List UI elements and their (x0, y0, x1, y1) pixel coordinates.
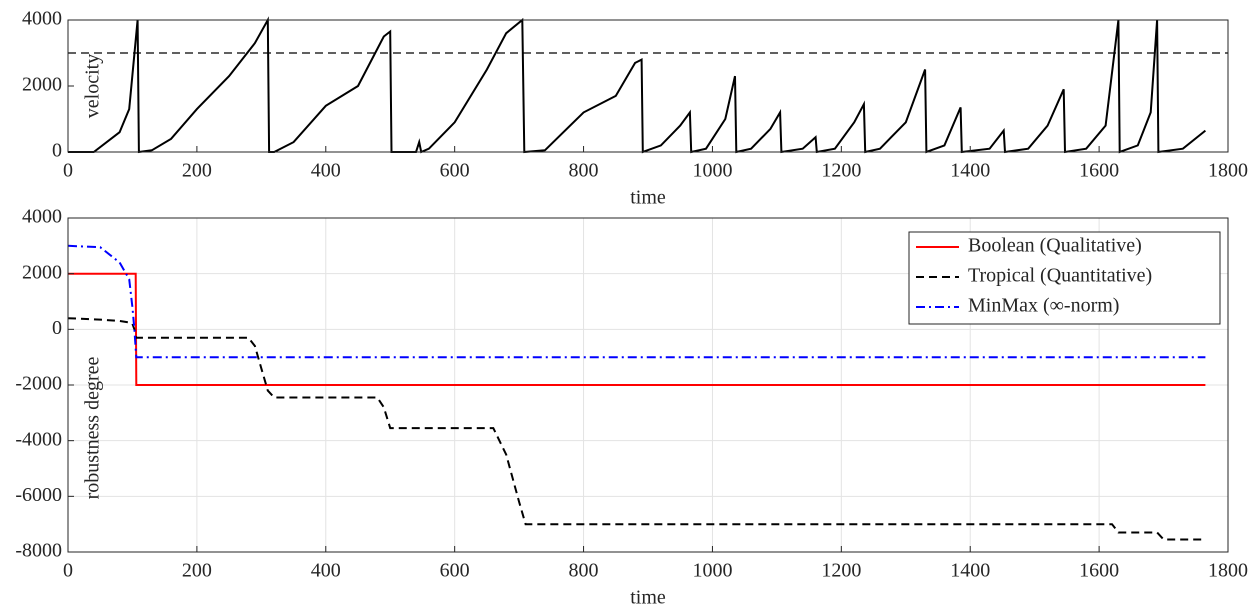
y-tick-label: 4000 (22, 206, 62, 228)
data-line (68, 272, 1206, 386)
x-axis-label: time (630, 587, 666, 609)
x-tick-label: 1800 (1208, 160, 1248, 182)
y-tick-label: -4000 (15, 428, 62, 450)
y-tick-label: 4000 (22, 8, 62, 30)
x-tick-label: 1600 (1079, 160, 1119, 182)
y-tick-label: 0 (52, 317, 62, 339)
y-tick-label: 2000 (22, 261, 62, 283)
x-tick-label: 600 (440, 560, 470, 582)
data-line (68, 16, 1207, 154)
y-tick-label: 0 (52, 140, 62, 162)
x-tick-label: 600 (440, 160, 470, 182)
x-tick-label: 1400 (950, 560, 990, 582)
x-tick-label: 1800 (1208, 560, 1248, 582)
x-tick-label: 0 (63, 560, 73, 582)
x-tick-label: 1600 (1079, 560, 1119, 582)
x-tick-label: 1400 (950, 160, 990, 182)
y-tick-label: 2000 (22, 74, 62, 96)
plot-frame (67, 19, 1229, 153)
x-tick-label: 0 (63, 160, 73, 182)
y-axis-label: velocity (82, 54, 104, 118)
x-axis-label: time (630, 187, 666, 209)
x-tick-label: 1200 (821, 560, 861, 582)
x-tick-label: 800 (569, 560, 599, 582)
x-tick-label: 1000 (692, 560, 732, 582)
x-tick-label: 200 (182, 560, 212, 582)
x-tick-label: 400 (311, 560, 341, 582)
data-line (67, 244, 1206, 359)
y-tick-label: -2000 (15, 373, 62, 395)
y-tick-label: -8000 (15, 540, 62, 562)
x-tick-label: 800 (569, 160, 599, 182)
x-tick-label: 200 (182, 160, 212, 182)
x-tick-label: 400 (311, 160, 341, 182)
data-line (67, 317, 1206, 541)
legend-label: Tropical (Quantitative) (968, 265, 1152, 287)
legend-label: MinMax (∞-norm) (968, 295, 1119, 317)
y-axis-label: robustness degree (82, 357, 104, 500)
legend-label: Boolean (Qualitative) (968, 235, 1142, 257)
y-tick-label: -6000 (15, 484, 62, 506)
x-tick-label: 1000 (692, 160, 732, 182)
x-tick-label: 1200 (821, 160, 861, 182)
legend-box (908, 231, 1221, 325)
